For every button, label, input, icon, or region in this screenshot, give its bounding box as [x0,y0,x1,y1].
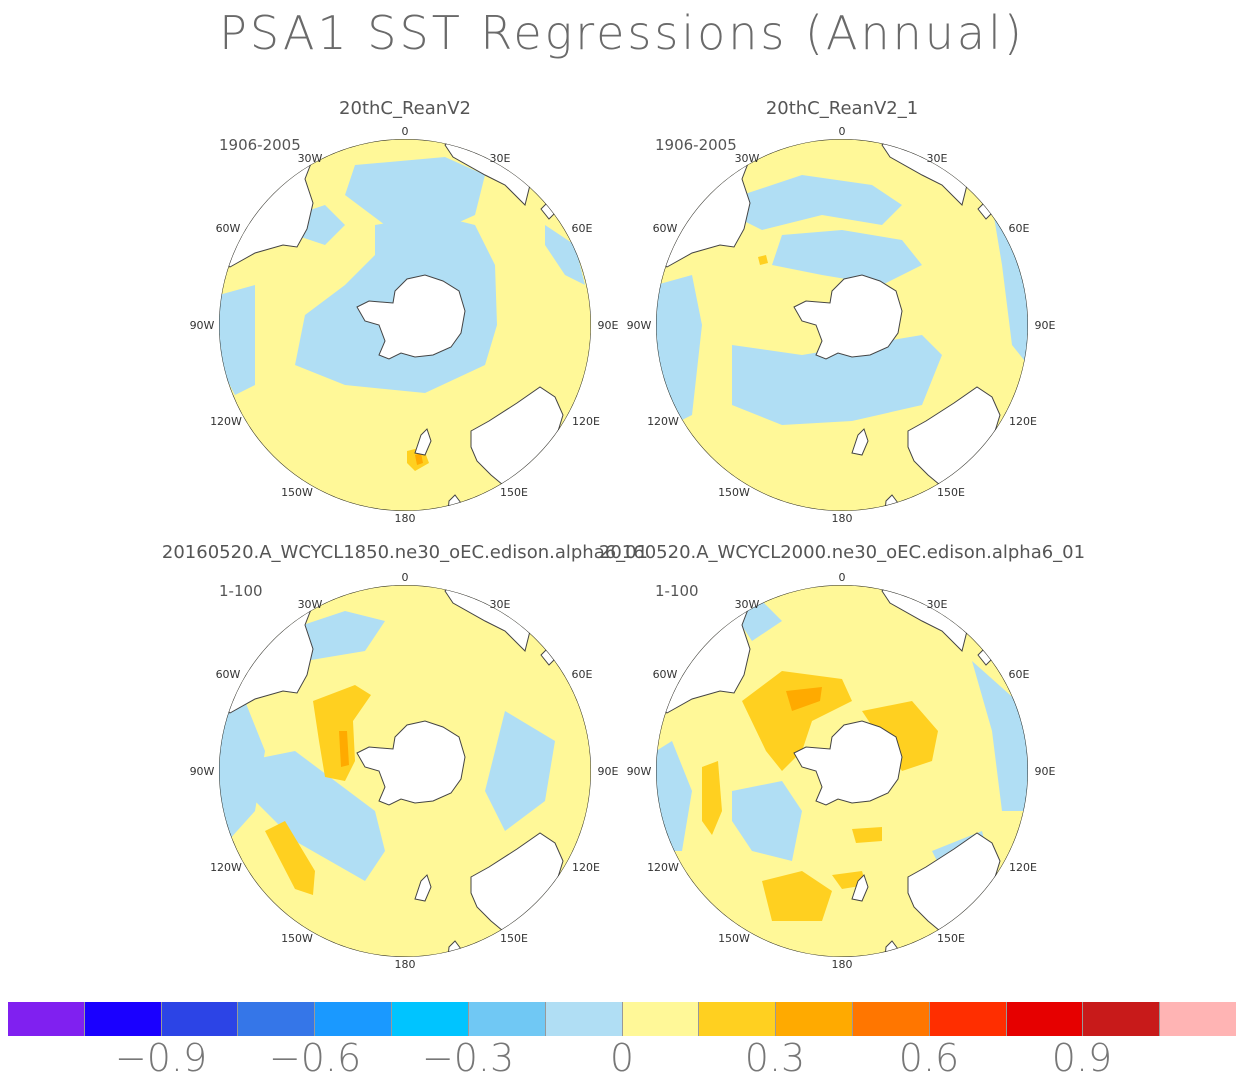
colorbar-swatch-1 [84,1002,162,1036]
svg-text:0: 0 [402,571,409,584]
colorbar-swatch-13 [1006,1002,1084,1036]
colorbar-swatch-5 [392,1002,469,1036]
svg-text:90W: 90W [190,319,215,332]
colorbar-swatch-14 [1083,1002,1161,1036]
panel-title-2: 20thC_ReanV2_1 [765,98,919,119]
svg-text:60E: 60E [572,668,593,681]
svg-text:30E: 30E [490,152,511,165]
colorbar-swatch-10 [776,1002,853,1036]
colorbar-swatch-0 [8,1002,85,1036]
svg-text:0: 0 [839,125,846,138]
svg-text:30E: 30E [927,598,948,611]
svg-text:120E: 120E [572,861,600,874]
svg-text:90E: 90E [598,319,619,332]
panel-period-2: 1906-2005 [655,136,737,154]
svg-text:90E: 90E [1035,319,1056,332]
panel-period-4: 1-100 [655,582,699,600]
svg-text:30W: 30W [298,152,323,165]
svg-text:60W: 60W [653,222,678,235]
map-panel-3 [219,585,591,957]
svg-text:150W: 150W [718,932,750,945]
svg-text:60E: 60E [1009,668,1030,681]
svg-text:60E: 60E [1009,222,1030,235]
colorbar-swatch-3 [238,1002,316,1036]
svg-text:150E: 150E [937,486,965,499]
svg-text:150E: 150E [937,932,965,945]
map-panel-4 [656,585,1028,957]
panel-period-1: 1906-2005 [219,136,301,154]
svg-text:180: 180 [832,512,853,525]
lon-labels-4: 0 30W 30E 60W 60E 90W 90E 120W 120E 150W… [627,571,1056,971]
svg-text:0: 0 [402,125,409,138]
colorbar-tick: −0.9 [114,1036,208,1080]
panel-period-3: 1-100 [219,582,263,600]
svg-text:180: 180 [832,958,853,971]
svg-text:30W: 30W [735,598,760,611]
colorbar-labels: −0.9 −0.6 −0.3 0 0.3 0.6 0.9 [0,1036,1244,1082]
svg-text:90E: 90E [598,765,619,778]
svg-text:60E: 60E [572,222,593,235]
colorbar-swatch-9 [699,1002,777,1036]
svg-text:30W: 30W [298,598,323,611]
svg-text:120E: 120E [1009,415,1037,428]
svg-text:120W: 120W [647,415,679,428]
colorbar-swatch-4 [315,1002,393,1036]
svg-text:90W: 90W [627,765,652,778]
colorbar-swatch-2 [161,1002,239,1036]
polar-maps: 0 30W 30E 60W 60E 90W 90E 120W 120E 150W… [190,125,1056,971]
colorbar-tick: 0.3 [744,1036,806,1080]
colorbar [8,1002,1236,1036]
svg-text:30E: 30E [927,152,948,165]
svg-text:30W: 30W [735,152,760,165]
lon-labels-1: 0 30W 30E 60W 60E 90W 90E 120W 120E 150W… [190,125,619,525]
svg-text:0: 0 [839,571,846,584]
svg-text:60W: 60W [216,222,241,235]
svg-text:90W: 90W [190,765,215,778]
svg-text:120W: 120W [647,861,679,874]
colorbar-tick: 0 [609,1036,635,1080]
colorbar-swatch-7 [545,1002,623,1036]
panel-title-3: 20160520.A_WCYCL1850.ne30_oEC.edison.alp… [161,542,649,563]
figure-title: PSA1 SST Regressions (Annual) [219,6,1025,60]
colorbar-tick: 0.6 [898,1036,960,1080]
svg-text:150E: 150E [500,486,528,499]
svg-text:180: 180 [395,958,416,971]
svg-text:120E: 120E [572,415,600,428]
panel-title-4: 20160520.A_WCYCL2000.ne30_oEC.edison.alp… [598,542,1086,563]
colorbar-swatch-15 [1160,1002,1236,1036]
svg-text:30E: 30E [490,598,511,611]
svg-text:150W: 150W [281,932,313,945]
colorbar-swatch-6 [468,1002,546,1036]
svg-text:120W: 120W [210,861,242,874]
svg-text:150W: 150W [718,486,750,499]
panel-title-1: 20thC_ReanV2 [339,98,471,119]
colorbar-swatch-12 [929,1002,1007,1036]
colorbar-tick: 0.9 [1051,1036,1113,1080]
svg-text:120W: 120W [210,415,242,428]
svg-text:90E: 90E [1035,765,1056,778]
lon-labels-3: 0 30W 30E 60W 60E 90W 90E 120W 120E 150W… [190,571,619,971]
svg-text:150E: 150E [500,932,528,945]
svg-text:60W: 60W [653,668,678,681]
lon-labels-2: 0 30W 30E 60W 60E 90W 90E 120W 120E 150W… [627,125,1056,525]
colorbar-tick: −0.3 [421,1036,515,1080]
svg-text:90W: 90W [627,319,652,332]
svg-text:120E: 120E [1009,861,1037,874]
svg-text:180: 180 [395,512,416,525]
colorbar-swatch-11 [852,1002,930,1036]
map-panel-1 [219,139,591,511]
svg-text:150W: 150W [281,486,313,499]
colorbar-swatch-8 [622,1002,700,1036]
map-panel-2 [656,139,1028,511]
svg-text:60W: 60W [216,668,241,681]
colorbar-tick: −0.6 [268,1036,362,1080]
